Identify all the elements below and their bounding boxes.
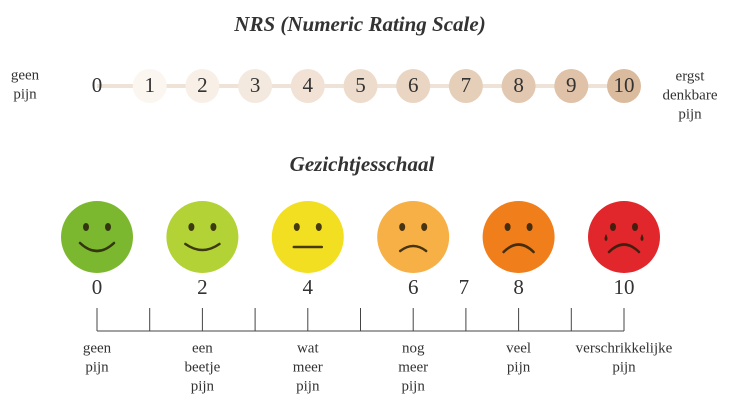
face-mouth <box>78 241 116 253</box>
face-label: beetje <box>184 359 220 375</box>
scale-number: 7 <box>459 275 470 299</box>
face-circle <box>377 201 450 273</box>
face-eye <box>105 223 111 231</box>
scale-number: 10 <box>614 275 635 299</box>
nrs-circle <box>185 69 220 103</box>
face-mouth <box>184 242 221 252</box>
face-tear <box>604 234 608 241</box>
nrs-left-label: pijn <box>13 86 37 102</box>
face-label: wat <box>297 340 319 356</box>
nrs-number: 1 <box>144 73 155 97</box>
face-eye <box>399 223 406 231</box>
scale-number: 0 <box>92 275 103 299</box>
face <box>588 201 660 273</box>
face-circle <box>166 201 239 273</box>
nrs-right-label: denkbare <box>663 87 718 103</box>
face-label: pijn <box>85 359 109 375</box>
nrs-number: 5 <box>355 73 366 97</box>
face-eye <box>315 223 322 231</box>
scale-number: 4 <box>303 275 314 299</box>
face-mouth <box>502 243 535 254</box>
nrs-circle <box>238 69 273 103</box>
face-eye <box>610 223 616 231</box>
face-label: veel <box>506 340 531 356</box>
face-label: pijn <box>402 378 426 394</box>
nrs-number: 8 <box>513 73 524 97</box>
face-label: geen <box>83 340 112 356</box>
nrs-circle <box>396 69 431 103</box>
face-circle <box>271 201 344 273</box>
face <box>377 201 450 273</box>
face-label: meer <box>293 359 323 375</box>
face-label: pijn <box>296 378 320 394</box>
face-tear <box>640 234 644 241</box>
nrs-number: 7 <box>461 73 472 97</box>
face-eye <box>210 223 217 231</box>
nrs-circle <box>448 69 483 103</box>
face-eye <box>83 223 89 231</box>
nrs-number: 10 <box>614 73 635 97</box>
scale-number: 6 <box>408 275 419 299</box>
nrs-number: 3 <box>250 73 261 97</box>
nrs-right-label: pijn <box>678 106 702 122</box>
face-label: pijn <box>612 359 636 375</box>
face-eye <box>632 223 638 231</box>
scale-number: 2 <box>197 275 208 299</box>
face-label: nog <box>402 340 425 356</box>
scale-number: 8 <box>513 275 524 299</box>
nrs-circle <box>607 69 641 103</box>
face-label: pijn <box>507 359 531 375</box>
face-label: pijn <box>191 378 215 394</box>
face <box>482 201 555 273</box>
nrs-number: 0 <box>92 73 103 97</box>
nrs-number: 2 <box>197 73 208 97</box>
face-eye <box>526 223 533 231</box>
face-circle <box>482 201 555 273</box>
nrs-circle <box>290 69 325 103</box>
faces-title: Gezichtjesschaal <box>290 152 435 176</box>
nrs-title: NRS (Numeric Rating Scale) <box>233 12 485 36</box>
nrs-number: 6 <box>408 73 419 97</box>
face-eye <box>421 223 428 231</box>
nrs-circle <box>554 69 589 103</box>
face-mouth <box>607 243 641 254</box>
face <box>166 201 239 273</box>
face-label: meer <box>398 359 428 375</box>
nrs-left-label: geen <box>11 67 40 83</box>
face <box>271 201 344 273</box>
face-circle <box>61 201 133 273</box>
nrs-right-label: ergst <box>676 68 706 84</box>
face-circle <box>588 201 660 273</box>
nrs-number: 4 <box>303 73 314 97</box>
nrs-circle <box>343 69 378 103</box>
nrs-circle <box>501 69 536 103</box>
nrs-circle <box>132 69 167 103</box>
face-eye <box>188 223 195 231</box>
face-eye <box>293 223 300 231</box>
face-eye <box>504 223 511 231</box>
face <box>61 201 133 273</box>
face-mouth <box>398 244 428 253</box>
face-label: een <box>192 340 213 356</box>
nrs-number: 9 <box>566 73 577 97</box>
face-label: verschrikkelijke <box>576 340 673 356</box>
